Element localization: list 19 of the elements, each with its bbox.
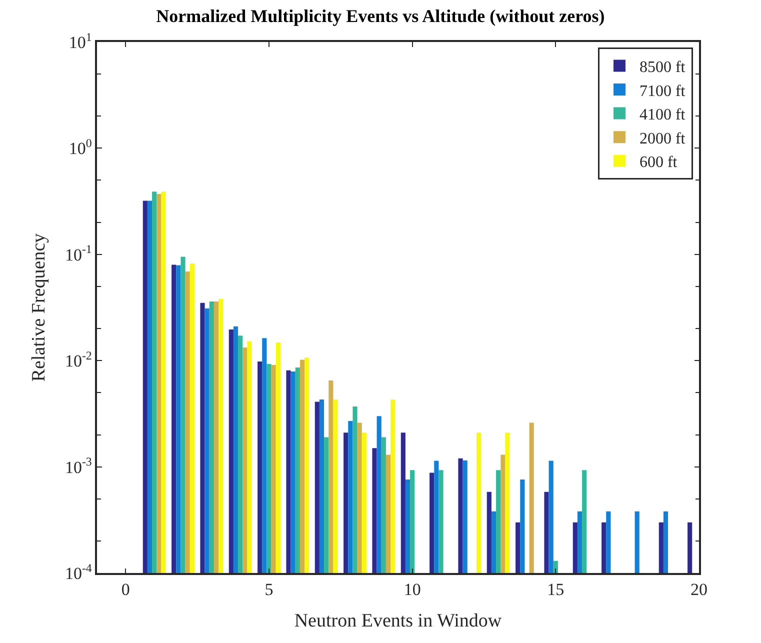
legend-label: 7100 ft <box>639 82 686 100</box>
legend-label: 600 ft <box>639 154 678 172</box>
y-tick-label: 10$^{-3}$ <box>64 454 92 477</box>
legend-label: 2000 ft <box>639 130 686 148</box>
y-tick-label: 10$^{-2}$ <box>64 348 92 371</box>
legend-label: 8500 ft <box>639 58 686 76</box>
chart-title: Normalized Multiplicity Events vs Altitude (without zeros) <box>156 6 605 26</box>
y-axis-title: Relative Frequency <box>28 232 50 382</box>
x-axis-title: Neutron Events in Window <box>294 610 502 632</box>
y-tick-label: 10$^{0}$ <box>68 136 92 158</box>
y-tick-label: 10$^{-4}$ <box>64 560 92 583</box>
y-tick-label: 10$^{1}$ <box>68 30 92 52</box>
x-tick-label: 10 <box>404 580 421 600</box>
legend-label: 4100 ft <box>639 106 686 124</box>
x-tick-label: 20 <box>690 580 708 600</box>
y-tick-label: 10$^{-1}$ <box>64 242 92 264</box>
x-tick-label: 0 <box>121 580 130 600</box>
x-tick-label: 15 <box>547 580 564 600</box>
x-tick-label: 5 <box>264 580 274 600</box>
